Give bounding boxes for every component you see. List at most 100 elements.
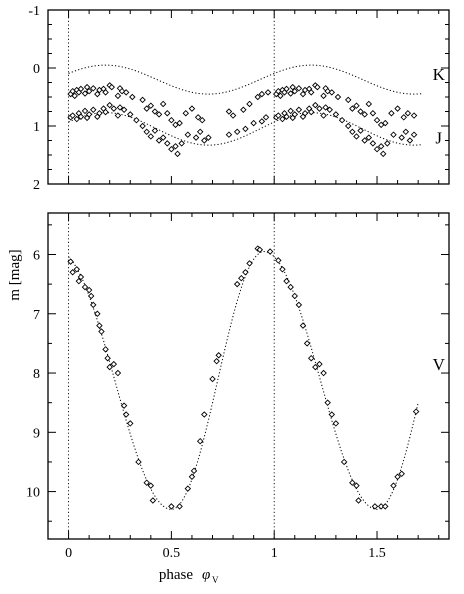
x-axis-symbol-subscript: V bbox=[212, 575, 219, 585]
data-point-v bbox=[390, 482, 397, 489]
data-point-j bbox=[205, 134, 212, 141]
data-point-v bbox=[213, 357, 220, 365]
data-point-k bbox=[164, 110, 171, 117]
data-point-j bbox=[398, 134, 405, 141]
data-point-k bbox=[400, 114, 407, 121]
data-point-j bbox=[201, 137, 208, 144]
data-point-k bbox=[77, 85, 85, 93]
data-point-k bbox=[394, 105, 401, 112]
data-point-v bbox=[332, 420, 340, 427]
data-point-v bbox=[143, 479, 150, 486]
data-point-k bbox=[365, 100, 373, 108]
data-point-v bbox=[122, 411, 130, 418]
data-point-k bbox=[139, 96, 146, 104]
data-point-j bbox=[147, 133, 155, 140]
data-point-k bbox=[229, 112, 237, 119]
data-point-v bbox=[85, 286, 93, 294]
data-point-j bbox=[320, 112, 327, 119]
y-tick-label: 10 bbox=[26, 486, 40, 501]
data-point-v bbox=[349, 479, 356, 486]
data-point-k bbox=[349, 105, 356, 112]
data-point-k bbox=[147, 102, 155, 109]
data-point-j bbox=[349, 128, 356, 136]
data-point-v bbox=[127, 420, 134, 427]
data-point-j bbox=[338, 116, 346, 124]
data-point-k bbox=[258, 90, 266, 98]
data-point-k bbox=[291, 87, 299, 95]
data-point-v bbox=[283, 277, 290, 285]
data-point-j bbox=[402, 128, 410, 136]
data-point-j bbox=[90, 106, 97, 113]
data-point-k bbox=[314, 83, 321, 91]
data-point-v bbox=[355, 497, 362, 504]
data-point-j bbox=[242, 125, 249, 133]
data-point-j bbox=[326, 106, 333, 113]
data-point-k bbox=[129, 93, 136, 101]
data-point-v bbox=[77, 273, 85, 281]
data-point-j bbox=[178, 140, 185, 147]
plot-frame bbox=[47, 212, 450, 540]
x-axis-symbol: φ bbox=[202, 567, 210, 583]
y-tick-label: 0 bbox=[33, 62, 40, 77]
band-label-k: K bbox=[433, 65, 446, 84]
data-point-v bbox=[188, 473, 196, 481]
data-point-j bbox=[164, 140, 171, 147]
data-point-k bbox=[295, 85, 303, 92]
data-point-k bbox=[81, 90, 89, 97]
data-point-j bbox=[192, 134, 200, 141]
data-point-j bbox=[143, 128, 150, 136]
data-point-j bbox=[159, 134, 167, 141]
data-point-j bbox=[110, 105, 118, 112]
data-point-j bbox=[377, 143, 385, 150]
data-point-j bbox=[120, 106, 128, 113]
data-point-k bbox=[85, 87, 93, 95]
y-tick-label: 2 bbox=[33, 178, 40, 193]
data-point-k bbox=[299, 90, 307, 98]
y-tick-label: 1 bbox=[33, 120, 40, 135]
data-point-k bbox=[320, 92, 327, 100]
data-point-j bbox=[258, 118, 266, 125]
data-point-v bbox=[98, 328, 105, 335]
data-point-j bbox=[77, 113, 85, 120]
data-point-k bbox=[246, 100, 253, 108]
data-point-v bbox=[238, 274, 245, 282]
data-point-v bbox=[307, 354, 315, 362]
data-point-v bbox=[394, 473, 401, 481]
data-point-j bbox=[379, 150, 387, 158]
data-point-k bbox=[188, 105, 196, 112]
data-point-v bbox=[196, 437, 204, 445]
data-point-k bbox=[151, 108, 159, 115]
data-point-j bbox=[168, 145, 175, 153]
data-point-v bbox=[201, 411, 208, 418]
data-point-j bbox=[287, 107, 294, 115]
x-axis-label: phase bbox=[159, 567, 193, 583]
fit-curve-k bbox=[68, 64, 423, 95]
x-tick-label: 0 bbox=[65, 546, 72, 561]
data-point-k bbox=[353, 102, 360, 109]
band-label-j: J bbox=[435, 129, 442, 148]
data-point-v bbox=[312, 363, 319, 371]
data-point-j bbox=[155, 137, 163, 144]
data-point-v bbox=[176, 503, 183, 510]
data-point-v bbox=[114, 369, 122, 377]
data-point-v bbox=[303, 340, 311, 347]
data-point-j bbox=[174, 150, 181, 158]
data-point-k bbox=[122, 89, 130, 96]
data-point-j bbox=[316, 105, 323, 112]
data-point-k bbox=[264, 89, 272, 96]
data-point-k bbox=[194, 114, 202, 121]
data-point-j bbox=[307, 108, 315, 116]
plot-frame bbox=[47, 9, 450, 185]
data-point-j bbox=[73, 115, 81, 123]
data-point-k bbox=[344, 96, 352, 104]
data-point-k bbox=[102, 89, 109, 96]
data-point-v bbox=[398, 470, 405, 478]
data-point-v bbox=[279, 266, 286, 273]
data-point-j bbox=[365, 134, 373, 141]
data-point-k bbox=[289, 83, 296, 91]
y-tick-label: 8 bbox=[33, 367, 40, 382]
data-point-v bbox=[149, 497, 157, 504]
y-tick-label: -1 bbox=[28, 4, 40, 19]
